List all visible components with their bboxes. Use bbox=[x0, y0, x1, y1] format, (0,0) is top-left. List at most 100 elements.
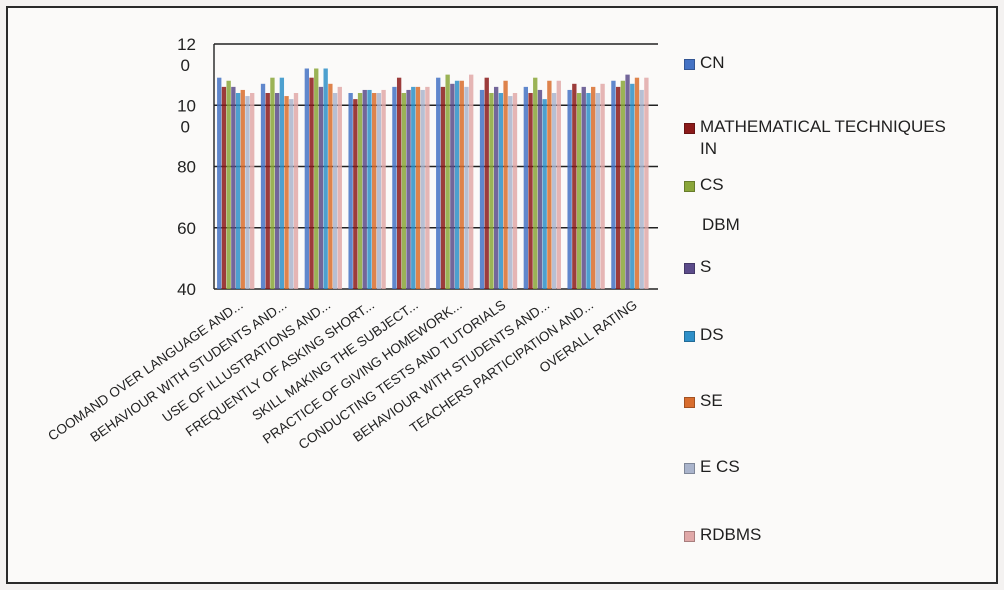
bar bbox=[512, 93, 518, 289]
bar bbox=[572, 83, 577, 289]
y-tick-label: 60 bbox=[177, 219, 196, 238]
bar bbox=[615, 86, 621, 290]
bar bbox=[450, 83, 455, 289]
bar bbox=[348, 93, 353, 289]
bar bbox=[445, 74, 450, 290]
bar bbox=[396, 77, 402, 289]
bar bbox=[436, 77, 441, 289]
legend-item: SE bbox=[684, 390, 723, 412]
bar bbox=[411, 86, 416, 290]
bar bbox=[537, 89, 543, 289]
bar bbox=[231, 86, 236, 290]
legend-label: DS bbox=[700, 325, 724, 344]
bar bbox=[260, 83, 266, 289]
legend-swatch bbox=[684, 463, 695, 474]
bar bbox=[328, 83, 333, 289]
y-tick-label: 80 bbox=[177, 158, 196, 177]
legend-item: RDBMS bbox=[684, 524, 761, 546]
bar bbox=[284, 96, 289, 289]
legend-label: RDBMS bbox=[700, 525, 762, 544]
legend-swatch bbox=[684, 263, 695, 274]
bar bbox=[293, 93, 299, 289]
legend-label: MATHEMATICAL TECHNIQUES IN bbox=[700, 117, 946, 158]
bar bbox=[309, 77, 314, 289]
bar bbox=[551, 93, 557, 289]
bar bbox=[523, 86, 528, 290]
bar bbox=[250, 93, 255, 289]
legend-item: DS bbox=[684, 324, 724, 346]
legend-label: S bbox=[700, 257, 712, 276]
bar bbox=[420, 89, 425, 289]
bar bbox=[362, 89, 367, 289]
legend-extra-label: DBM bbox=[702, 215, 740, 234]
bar bbox=[479, 89, 485, 289]
bar bbox=[591, 86, 596, 290]
y-tick-label: 12 0 bbox=[177, 35, 196, 75]
legend-label: CN bbox=[700, 53, 725, 72]
bar bbox=[498, 93, 504, 289]
bar bbox=[528, 93, 533, 289]
bar bbox=[323, 68, 328, 289]
legend-item: E CS bbox=[684, 456, 740, 478]
bar bbox=[493, 86, 499, 290]
bar bbox=[469, 74, 474, 290]
legend-label: E CS bbox=[700, 457, 740, 476]
chart-legend: CN MATHEMATICAL TECHNIQUES IN CS S DS SE E CS R… bbox=[684, 8, 994, 568]
bar bbox=[406, 89, 411, 289]
bar bbox=[265, 93, 270, 289]
bar bbox=[240, 89, 245, 289]
legend-item: S bbox=[684, 256, 711, 278]
bar bbox=[508, 96, 513, 289]
bar bbox=[484, 77, 489, 289]
bar bbox=[226, 80, 231, 289]
legend-swatch bbox=[684, 531, 695, 542]
bar bbox=[464, 86, 469, 290]
bar bbox=[235, 93, 241, 289]
bar bbox=[556, 80, 561, 289]
bar bbox=[547, 80, 552, 289]
bar bbox=[425, 86, 430, 290]
bar bbox=[440, 86, 446, 290]
bar bbox=[245, 96, 250, 289]
bar bbox=[392, 86, 397, 290]
legend-item: CN bbox=[684, 52, 725, 74]
bar bbox=[415, 86, 421, 290]
bar bbox=[634, 77, 640, 289]
bar bbox=[372, 93, 377, 289]
bar bbox=[576, 93, 582, 289]
bar bbox=[314, 68, 319, 289]
legend-label: CS bbox=[700, 175, 724, 194]
bar bbox=[401, 93, 407, 289]
bar bbox=[332, 93, 338, 289]
bar bbox=[337, 86, 342, 290]
bar bbox=[611, 80, 616, 289]
legend-swatch bbox=[684, 59, 695, 70]
bar bbox=[376, 93, 382, 289]
bar bbox=[367, 89, 372, 289]
bar bbox=[489, 93, 494, 289]
legend-item: MATHEMATICAL TECHNIQUES IN bbox=[684, 116, 946, 160]
bar bbox=[217, 77, 222, 289]
bar bbox=[567, 89, 572, 289]
legend-swatch bbox=[684, 331, 695, 342]
bar bbox=[625, 74, 630, 290]
bar bbox=[600, 83, 605, 289]
bar bbox=[630, 83, 635, 289]
bar bbox=[639, 89, 644, 289]
bar bbox=[279, 77, 285, 289]
bar bbox=[644, 77, 649, 289]
bar bbox=[289, 99, 294, 290]
bar bbox=[581, 86, 586, 290]
legend-swatch bbox=[684, 397, 695, 408]
legend-swatch bbox=[684, 123, 695, 134]
bar bbox=[503, 80, 508, 289]
legend-item: CS bbox=[684, 174, 724, 196]
legend-swatch bbox=[684, 181, 695, 192]
bar bbox=[274, 93, 280, 289]
bar bbox=[454, 80, 460, 289]
bar bbox=[595, 93, 601, 289]
y-tick-label: 40 bbox=[177, 280, 196, 299]
bar bbox=[542, 99, 547, 290]
bar bbox=[318, 86, 324, 290]
